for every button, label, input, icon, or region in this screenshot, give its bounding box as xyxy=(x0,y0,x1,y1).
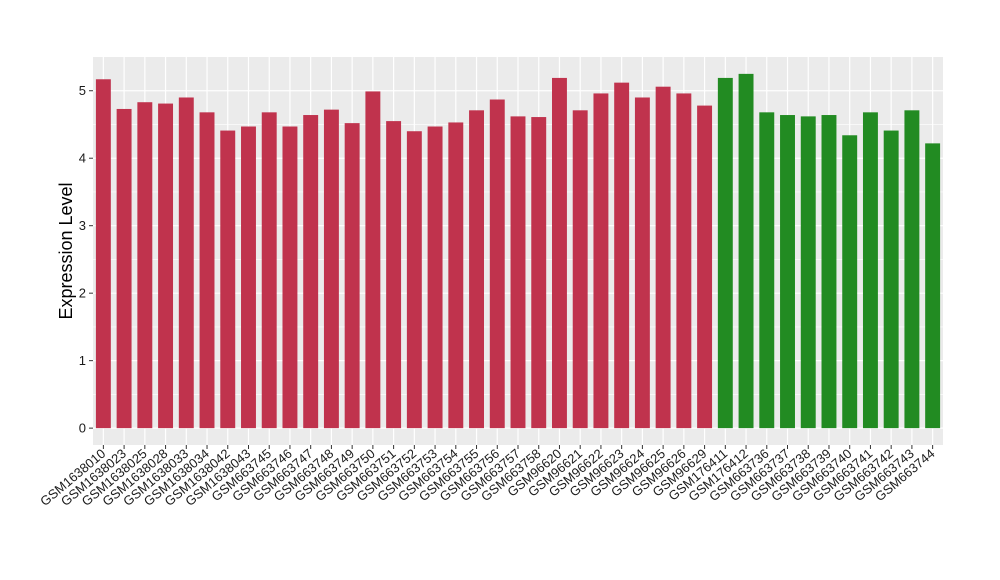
bar-GSM663755 xyxy=(469,110,484,429)
bar-GSM663752 xyxy=(406,131,422,429)
y-axis: 0 1 2 3 4 5 xyxy=(79,83,93,436)
bar-GSM663743 xyxy=(904,110,920,429)
bar-GSM96622 xyxy=(593,93,609,429)
y-tick-label: 2 xyxy=(79,286,86,301)
bar-GSM663758 xyxy=(531,117,547,429)
bar-GSM663754 xyxy=(448,122,464,429)
bar-GSM663744 xyxy=(925,143,941,429)
bar-GSM663742 xyxy=(883,130,899,429)
bar-GSM96625 xyxy=(655,86,671,429)
bar-GSM176412 xyxy=(738,73,754,429)
y-axis-title: Expression Level xyxy=(56,182,76,319)
bar-GSM176411 xyxy=(717,77,733,429)
bar-GSM663745 xyxy=(261,112,277,429)
bar-GSM663746 xyxy=(282,126,298,429)
bar-GSM663747 xyxy=(303,115,319,429)
bar-GSM663753 xyxy=(427,126,443,429)
x-axis: GSM1638010GSM1638023GSM1638025GSM1638028… xyxy=(37,445,938,509)
bar-GSM96620 xyxy=(552,77,567,429)
bar-GSM1638034 xyxy=(199,112,215,429)
y-tick-label: 0 xyxy=(79,421,86,436)
bar-GSM96623 xyxy=(614,82,630,429)
bar-GSM96624 xyxy=(634,97,650,429)
bar-GSM1638023 xyxy=(116,108,132,429)
bar-GSM96629 xyxy=(697,105,713,429)
bar-GSM663756 xyxy=(489,99,505,429)
bar-GSM96626 xyxy=(676,93,692,429)
bar-GSM663750 xyxy=(365,91,381,429)
bar-GSM1638028 xyxy=(158,103,174,429)
bar-GSM1638033 xyxy=(178,97,194,429)
y-tick-label: 4 xyxy=(79,151,86,166)
bar-GSM663741 xyxy=(862,112,878,429)
bar-GSM1638042 xyxy=(220,130,236,429)
bar-GSM663739 xyxy=(821,115,837,429)
bar-GSM663737 xyxy=(780,115,795,429)
y-tick-label: 5 xyxy=(79,83,86,98)
bar-GSM1638025 xyxy=(137,102,153,429)
bar-GSM663740 xyxy=(842,135,858,429)
bar-GSM96621 xyxy=(572,110,588,429)
bar-GSM1638043 xyxy=(241,126,256,429)
bar-GSM663736 xyxy=(759,112,775,429)
bar-GSM663749 xyxy=(344,123,360,429)
y-tick-label: 3 xyxy=(79,218,86,233)
bar-GSM663757 xyxy=(510,116,526,429)
y-tick-label: 1 xyxy=(79,353,86,368)
bar-GSM663748 xyxy=(323,109,339,429)
bar-GSM663751 xyxy=(386,121,402,429)
bar-GSM1638010 xyxy=(95,79,111,429)
bar-GSM663738 xyxy=(800,116,816,429)
bars xyxy=(95,73,941,429)
